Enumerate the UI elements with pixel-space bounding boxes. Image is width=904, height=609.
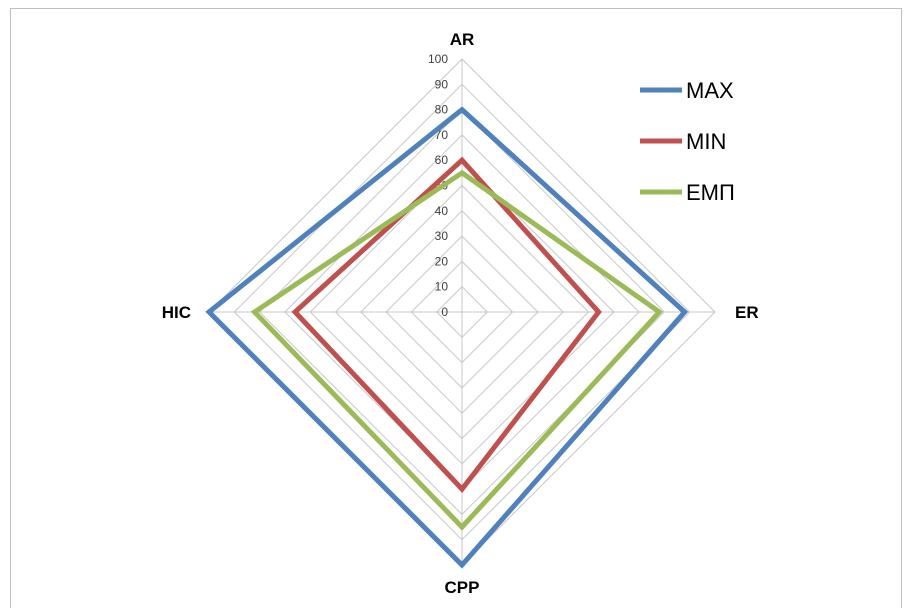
tick-label: 30 xyxy=(435,229,449,243)
axis-label-er: ER xyxy=(735,303,759,322)
legend-label: MIN xyxy=(686,129,726,154)
legend-label: EMΠ xyxy=(686,180,735,205)
tick-label: 0 xyxy=(441,305,448,319)
tick-label: 100 xyxy=(428,52,448,66)
tick-label: 40 xyxy=(435,204,449,218)
tick-label: 90 xyxy=(435,77,449,91)
tick-label: 80 xyxy=(435,103,449,117)
axis-label-cpp: CPP xyxy=(445,578,480,597)
axis-label-hic: HIC xyxy=(162,303,191,322)
tick-label: 10 xyxy=(435,280,449,294)
axis-label-ar: AR xyxy=(450,30,475,49)
legend: MAX MIN EMΠ xyxy=(640,78,735,205)
tick-label: 20 xyxy=(435,254,449,268)
legend-label: MAX xyxy=(686,78,734,103)
tick-label: 60 xyxy=(435,153,449,167)
